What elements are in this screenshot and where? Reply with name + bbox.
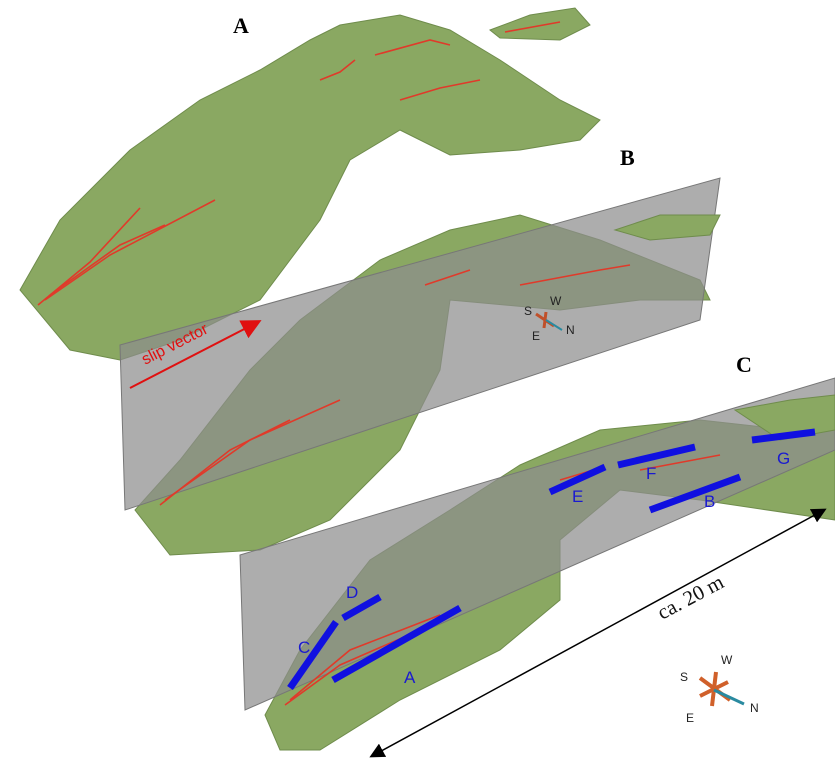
surface-patch [490,8,590,40]
compass-n: N [566,323,575,337]
panel-label: B [620,145,635,170]
panel-label: C [736,352,752,377]
compass-n: N [750,701,759,715]
compass: S W N E [680,653,759,725]
segment-label: B [704,492,715,511]
segment-label: F [646,464,656,483]
segment-label: G [777,449,790,468]
panel-label: A [233,13,249,38]
segment-label: D [346,583,358,602]
segment-label: E [572,487,583,506]
segment-label: C [298,638,310,657]
compass-s: S [524,304,532,318]
compass-e: E [532,329,540,343]
scale-label: ca. 20 m [653,570,728,625]
compass-w: W [550,294,562,308]
segment-label: A [404,668,416,687]
figure: A slip vector S W N E B [0,0,835,758]
compass-w: W [721,653,733,667]
compass-e: E [686,711,694,725]
compass-s: S [680,670,688,684]
